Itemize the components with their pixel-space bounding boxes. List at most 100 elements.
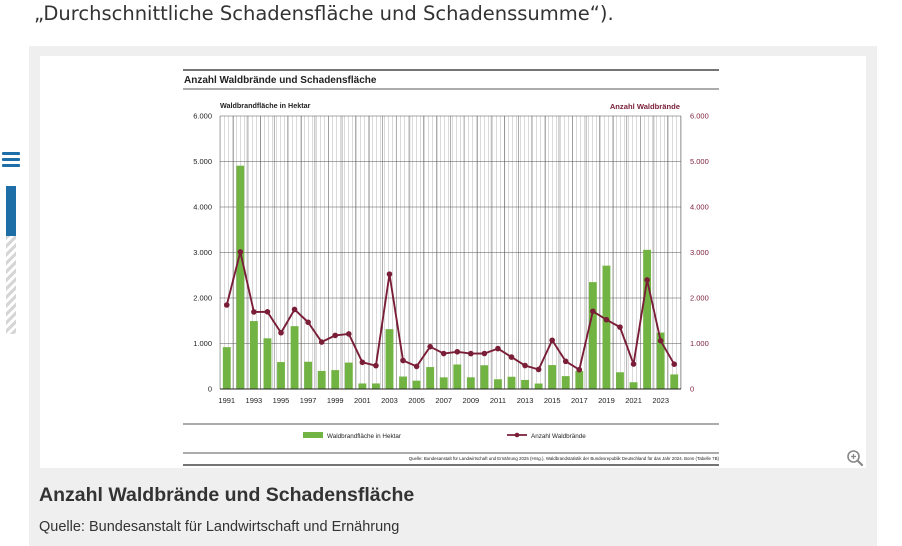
line-point-2002	[373, 362, 379, 369]
bar-2018	[588, 282, 597, 389]
bar-2002	[371, 383, 380, 389]
line-point-2000	[346, 331, 352, 337]
left-axis-label: Waldbrandfläche in Hektar	[220, 101, 311, 110]
bar-1997	[304, 361, 313, 389]
x-tick-label: 2007	[435, 396, 452, 405]
x-tick-label: 2009	[462, 396, 479, 405]
line-point-2014	[535, 366, 542, 373]
left-tick-label: 2.000	[193, 294, 212, 303]
line-point-2018	[590, 308, 596, 315]
legend-label-bar: Waldbrandfläche in Hektar	[327, 433, 401, 440]
line-point-2023	[657, 338, 664, 344]
x-tick-label: 1991	[218, 396, 235, 405]
bar-2023	[656, 332, 665, 389]
figure-caption-source: Quelle: Bundesanstalt für Landwirtschaft…	[39, 519, 400, 535]
bar-2006	[426, 367, 435, 389]
chart-svg: Anzahl Waldbrände und Schadensfläche Wal…	[183, 69, 720, 466]
line-point-2015	[549, 337, 555, 344]
bar-1996	[290, 326, 299, 389]
line-point-1993	[251, 309, 257, 315]
intro-text: „Durchschnittliche Schadensfläche und Sc…	[34, 2, 614, 25]
left-tick-label: 4.000	[193, 203, 212, 212]
bar-series	[222, 165, 679, 389]
left-tick-label: 6.000	[193, 112, 212, 121]
x-tick-label: 1997	[300, 396, 317, 405]
bar-2003	[385, 329, 394, 389]
line-point-2009	[468, 350, 474, 357]
bar-1993	[249, 321, 258, 389]
x-tick-label: 2013	[517, 396, 534, 405]
right-tick-label: 1.000	[690, 339, 709, 348]
left-tick-label: 3.000	[193, 248, 212, 257]
bar-2010	[480, 365, 489, 389]
line-series	[223, 249, 678, 373]
line-point-2022	[644, 277, 650, 283]
line-point-2001	[359, 359, 366, 366]
bar-2012	[507, 376, 516, 389]
line-point-2016	[562, 358, 569, 365]
bar-2005	[412, 380, 421, 389]
x-tick-label: 2003	[381, 396, 398, 405]
legend-swatch-marker	[514, 432, 520, 438]
line-path	[225, 250, 676, 371]
line-point-2004	[400, 357, 406, 364]
line-point-2006	[427, 343, 433, 350]
bar-1999	[331, 370, 340, 389]
scroll-indicator[interactable]	[6, 186, 16, 236]
left-tick-label: 5.000	[193, 157, 212, 166]
bar-2011	[494, 379, 502, 389]
line-point-2010	[481, 350, 488, 357]
figure-caption-title: Anzahl Waldbrände und Schadensfläche	[39, 484, 415, 506]
source-note: Quelle: Bundesanstalt für Landwirtschaft…	[409, 456, 720, 461]
right-axis-label: Anzahl Waldbrände	[610, 102, 680, 111]
bar-2017	[575, 371, 584, 389]
bar-1998	[317, 370, 326, 389]
line-point-2003	[386, 271, 393, 277]
x-tick-label: 2017	[571, 396, 588, 405]
line-point-2013	[522, 362, 528, 369]
line-point-2021	[630, 361, 637, 367]
line-point-1998	[318, 339, 325, 345]
bar-2001	[358, 383, 367, 389]
x-tick-label: 2005	[408, 396, 425, 405]
legend-swatch-bar	[303, 432, 323, 438]
right-tick-label: 3.000	[690, 248, 709, 257]
chart-figure[interactable]: Anzahl Waldbrände und Schadensfläche Wal…	[40, 56, 866, 468]
legend-label-line: Anzahl Waldbrände	[531, 433, 586, 440]
axis-ticks: 6.000 6.000 5.000 5.000 4.000 4.000 3.000 3.000…	[193, 112, 709, 406]
zoom-icon[interactable]	[846, 449, 864, 467]
x-tick-label: 2023	[652, 396, 669, 405]
bar-2013	[521, 379, 530, 389]
right-tick-label: 6.000	[690, 112, 709, 121]
line-point-2024	[671, 361, 678, 368]
bar-2008	[453, 364, 462, 389]
x-tick-label: 2015	[544, 396, 561, 405]
chart-title: Anzahl Waldbrände und Schadensfläche	[184, 75, 377, 86]
bar-2021	[629, 382, 638, 389]
line-point-2012	[508, 354, 515, 360]
line-point-2017	[576, 366, 583, 373]
right-tick-label: 2.000	[690, 294, 709, 303]
line-point-1999	[332, 332, 339, 339]
right-tick-label: 4.000	[690, 203, 709, 212]
bar-2004	[399, 376, 407, 389]
right-tick-label: 5.000	[690, 157, 709, 166]
x-tick-label: 2019	[598, 396, 615, 405]
bar-2014	[534, 383, 543, 389]
line-point-1996	[291, 306, 298, 313]
scroll-track	[6, 236, 16, 334]
bar-1994	[263, 338, 272, 389]
x-tick-label: 1993	[246, 396, 263, 405]
line-point-1997	[305, 319, 311, 326]
bar-2024	[670, 374, 679, 389]
bar-1991	[222, 347, 231, 389]
bar-2020	[616, 372, 624, 389]
bar-2009	[466, 377, 475, 389]
bar-1995	[277, 362, 285, 389]
left-tick-label: 0	[208, 385, 212, 394]
line-point-2007	[440, 350, 447, 357]
line-point-2011	[495, 345, 501, 352]
line-point-1995	[278, 329, 284, 336]
hamburger-icon[interactable]	[2, 152, 20, 168]
bar-2022	[643, 249, 652, 389]
